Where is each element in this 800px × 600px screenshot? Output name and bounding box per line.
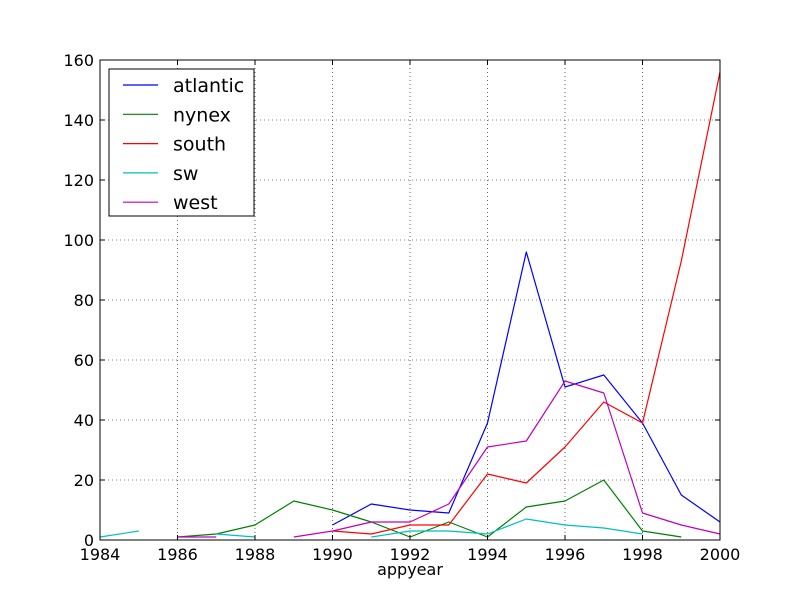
legend-label-west: west [173, 192, 218, 214]
y-tick-label: 120 [63, 171, 94, 190]
legend: atlantic nynex south sw west [108, 68, 255, 217]
series-line-nynex [177, 479, 682, 538]
x-tick-label: 1996 [545, 545, 586, 564]
y-tick-label: 60 [74, 351, 94, 370]
x-tick-label: 2000 [700, 545, 741, 564]
x-tick-labels: 1984 1986 1988 1990 1992 1994 1996 1998 2000 [80, 545, 741, 564]
y-tick-label: 40 [74, 411, 94, 430]
y-tick-label: 0 [84, 531, 94, 550]
series-line-sw [99, 530, 139, 538]
axis-ticks [99, 59, 721, 541]
series-line-atlantic [332, 251, 721, 526]
y-tick-label: 20 [74, 471, 94, 490]
x-tick-label: 1988 [235, 545, 276, 564]
y-tick-label: 100 [63, 231, 94, 250]
legend-label-sw: sw [173, 163, 198, 185]
x-axis-label: appyear [377, 560, 443, 579]
x-tick-label: 1992 [390, 545, 431, 564]
legend-label-south: south [173, 134, 226, 156]
legend-label-atlantic: atlantic [173, 75, 244, 97]
grid-lines [100, 60, 720, 540]
series-line-sw [371, 518, 643, 538]
x-tick-label: 1994 [467, 545, 508, 564]
series-line-west [293, 380, 721, 538]
series-lines [99, 71, 721, 538]
series-line-south [332, 71, 721, 535]
x-tick-label: 1998 [622, 545, 663, 564]
y-tick-label: 140 [63, 111, 94, 130]
x-tick-label: 1984 [80, 545, 121, 564]
y-tick-labels: 0 20 40 60 80 100 120 140 160 [63, 51, 94, 550]
y-tick-label: 160 [63, 51, 94, 70]
legend-label-nynex: nynex [173, 104, 231, 126]
y-tick-label: 80 [74, 291, 94, 310]
x-tick-label: 1986 [157, 545, 198, 564]
legend-box [108, 68, 255, 217]
series-line-sw [216, 533, 256, 538]
x-tick-label: 1990 [312, 545, 353, 564]
